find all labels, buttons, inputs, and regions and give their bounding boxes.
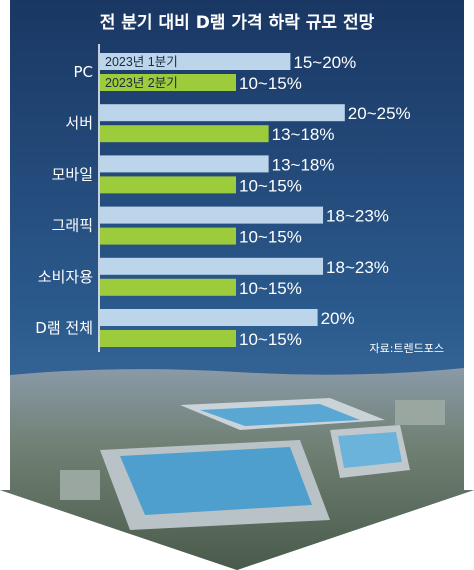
data-label: 13~18% (272, 155, 335, 174)
bar-series-2 (100, 74, 236, 91)
bar-series-1 (100, 257, 324, 275)
category-label: 소비자용 (38, 268, 93, 286)
category-label: D램 전체 (35, 319, 93, 337)
data-label: 10~15% (239, 330, 302, 349)
bar-series-1 (100, 309, 318, 326)
data-label: 15~20% (293, 53, 356, 72)
bar-series-2 (100, 227, 236, 245)
category-label: PC (73, 63, 93, 81)
factory-photo (0, 368, 474, 570)
data-label: 10~15% (239, 176, 302, 195)
bar-series-2 (100, 330, 236, 347)
category-label: 그래픽 (52, 217, 93, 235)
bar-series-1 (100, 53, 291, 70)
bar-series-1 (100, 104, 345, 122)
category-label: 서버 (65, 114, 93, 132)
data-label: 10~15% (239, 228, 302, 247)
bar-series-1 (100, 206, 324, 224)
legend-entry: 2023년 2분기 (105, 76, 178, 90)
data-label: 13~18% (272, 125, 335, 144)
bar-series-2 (100, 125, 269, 143)
bar-series-2 (100, 278, 236, 296)
data-label: 10~15% (239, 74, 302, 93)
legend-entry: 2023년 1분기 (105, 55, 178, 69)
data-label: 18~23% (326, 258, 389, 277)
data-label: 20% (321, 309, 355, 328)
category-label: 모바일 (52, 165, 93, 183)
data-label: 20~25% (348, 104, 411, 123)
data-label: 18~23% (326, 207, 389, 226)
bar-series-2 (100, 176, 236, 194)
chart-title: 전 분기 대비 D램 가격 하락 규모 전망 (100, 13, 375, 33)
data-label: 10~15% (239, 279, 302, 298)
bar-series-1 (100, 155, 269, 173)
source-note: 자료:트렌드포스 (369, 342, 444, 355)
